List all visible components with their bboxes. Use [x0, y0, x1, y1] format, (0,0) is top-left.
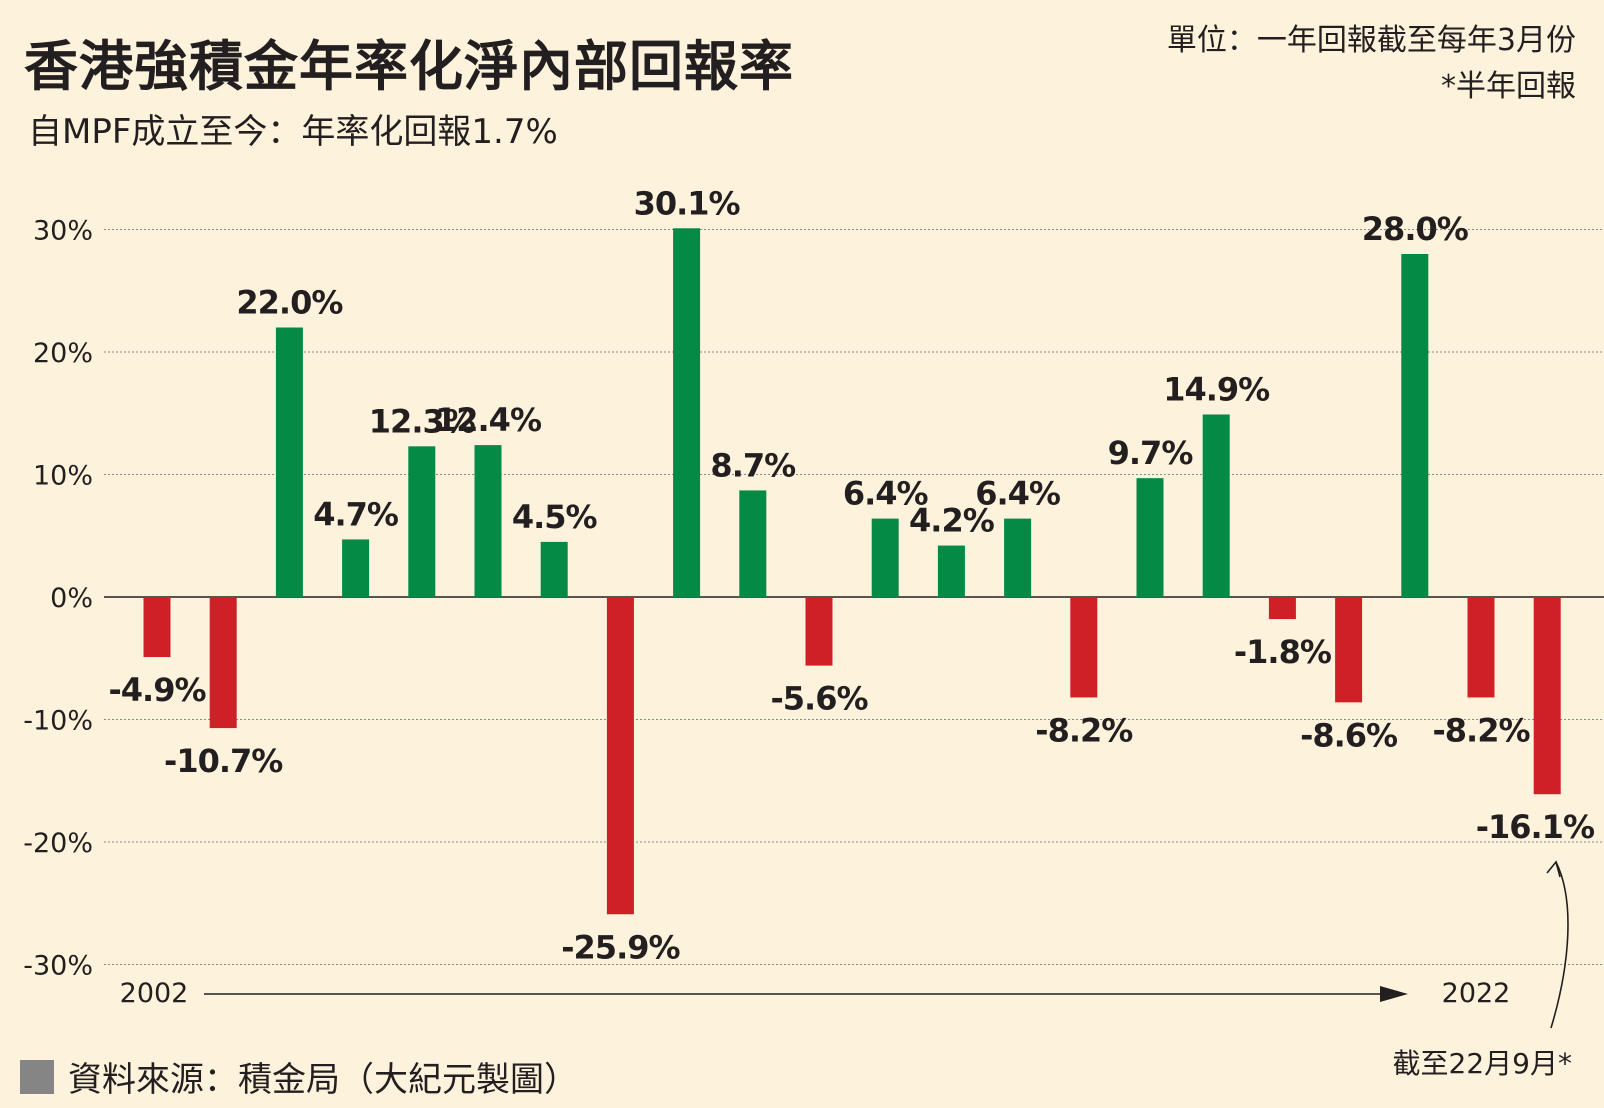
source-text: 資料來源：積金局（大紀元製圖） — [68, 1060, 578, 1100]
unit-note: 單位：一年回報截至每年3月份 *半年回報 — [1167, 18, 1576, 110]
data-label: -25.9% — [561, 928, 680, 966]
bar — [1070, 597, 1098, 698]
data-labels: -4.9% -10.7% 22.0% 4.7% 12.3%12.4% 4.5% -25.9%… — [108, 184, 1595, 966]
bar — [1467, 597, 1495, 698]
y-tick-label: 30% — [33, 216, 93, 247]
bar — [1268, 597, 1296, 620]
timeline-start-label: 2002 — [120, 978, 189, 1009]
timeline-axis: 2002 2022 — [120, 978, 1511, 1009]
bar — [1202, 414, 1230, 597]
y-axis-ticks: 30% 20% 10% 0% -10% -20% -30% — [23, 216, 93, 982]
y-tick-label: -20% — [23, 828, 93, 859]
data-label: -10.7% — [164, 742, 283, 780]
bar — [1335, 597, 1363, 703]
data-label: 4.2% — [909, 502, 995, 540]
bar — [739, 490, 767, 597]
half-year-note: 截至22月9月* — [1392, 1047, 1572, 1080]
data-label: 30.1% — [634, 184, 741, 222]
data-label: -16.1% — [1476, 808, 1595, 846]
data-label: 6.4% — [843, 475, 929, 513]
data-label: -8.2% — [1432, 711, 1530, 749]
y-tick-label: 20% — [33, 338, 93, 369]
unit-line-1: 單位：一年回報截至每年3月份 — [1166, 23, 1576, 58]
bar — [805, 597, 833, 666]
data-label: -1.8% — [1234, 633, 1332, 671]
y-tick-label: -30% — [23, 951, 93, 982]
data-label: -4.9% — [108, 671, 206, 709]
timeline-end-label: 2022 — [1442, 978, 1511, 1009]
bar — [1533, 597, 1561, 795]
bar — [1401, 254, 1429, 597]
grid-lines — [104, 229, 1604, 965]
data-label: 12.4% — [435, 401, 542, 439]
bar — [275, 327, 303, 597]
bar — [673, 228, 701, 597]
unit-line-2: *半年回報 — [1441, 69, 1576, 104]
note-arrow-head-icon — [1546, 860, 1561, 878]
y-tick-label: 10% — [33, 461, 93, 492]
bar — [1136, 478, 1164, 597]
bar — [1004, 518, 1032, 597]
data-label: 14.9% — [1163, 370, 1270, 408]
y-tick-label: -10% — [23, 706, 93, 737]
y-tick-label: 0% — [50, 583, 93, 614]
bar — [342, 539, 370, 597]
data-label: 9.7% — [1108, 434, 1194, 472]
bar — [474, 445, 502, 597]
data-label: 28.0% — [1362, 210, 1469, 248]
bar — [871, 518, 899, 597]
data-label: 6.4% — [975, 475, 1061, 513]
data-label: -5.6% — [770, 680, 868, 718]
bars — [143, 228, 1561, 915]
chart-title: 香港強積金年率化淨內部回報率 — [24, 35, 794, 98]
data-label: -8.2% — [1035, 711, 1133, 749]
bar — [540, 541, 568, 597]
source-swatch — [20, 1059, 54, 1094]
bar — [209, 597, 237, 729]
note-arrow-curve — [1550, 861, 1569, 1029]
source-footer: 資料來源：積金局（大紀元製圖） — [20, 1052, 578, 1101]
data-label: 4.5% — [512, 498, 598, 536]
timeline-arrowhead-icon — [1380, 986, 1408, 1002]
data-label: 12.3% — [369, 402, 476, 440]
data-label: 4.7% — [313, 495, 399, 533]
data-label: 22.0% — [236, 284, 343, 322]
chart-subtitle: 自MPF成立至今：年率化回報1.7% — [28, 112, 558, 152]
bar — [937, 545, 965, 597]
data-label: 8.7% — [710, 446, 796, 484]
bar — [143, 597, 171, 658]
data-label: -8.6% — [1300, 716, 1398, 754]
bar — [408, 446, 436, 597]
bar — [606, 597, 634, 915]
